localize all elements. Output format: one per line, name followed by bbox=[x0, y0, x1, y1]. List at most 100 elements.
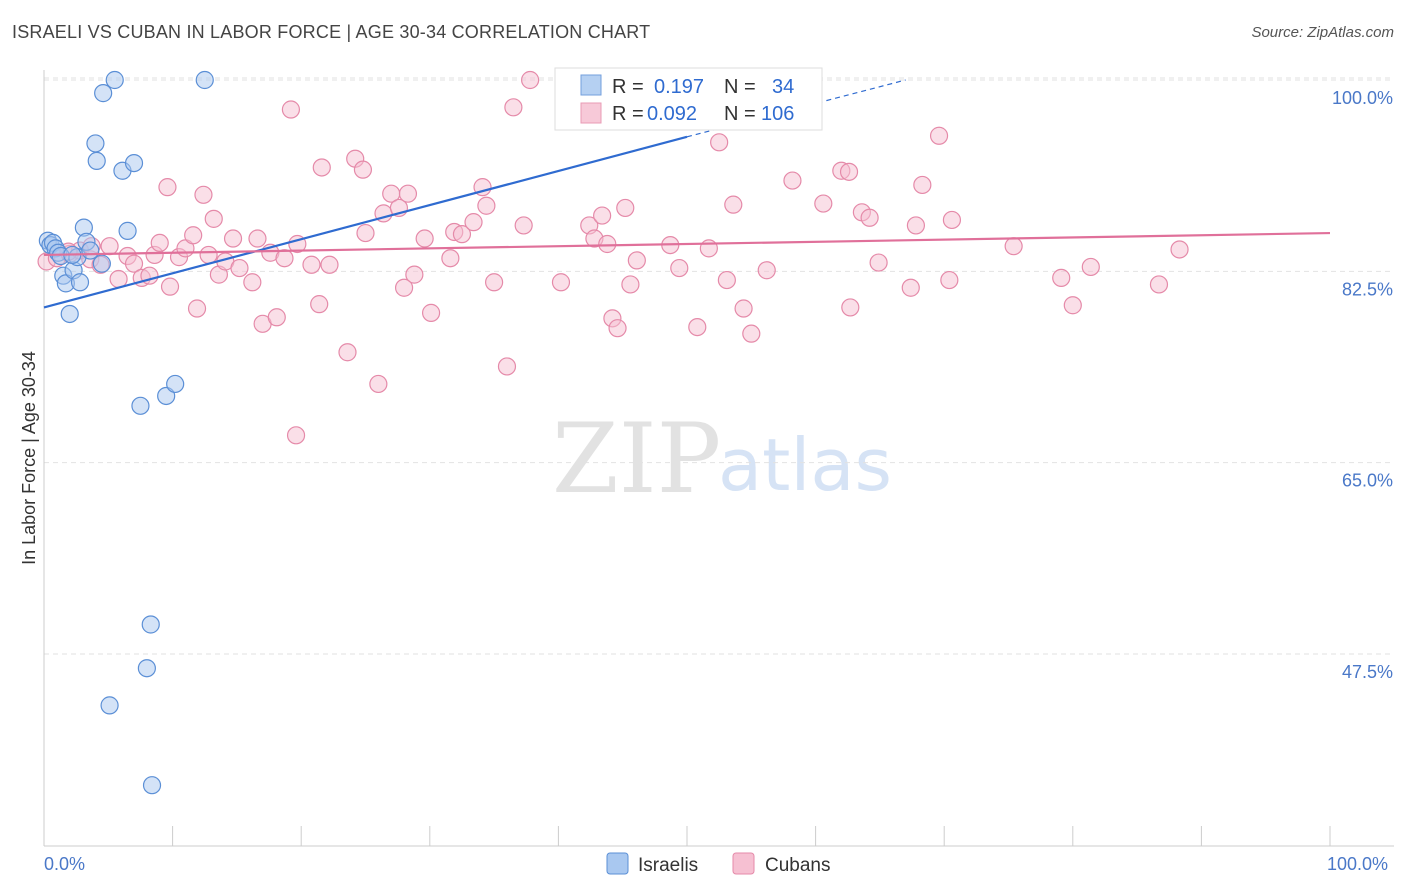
cuban-point bbox=[608, 319, 627, 338]
israeli-point bbox=[142, 776, 162, 795]
cuban-point bbox=[223, 229, 243, 248]
legend-swatch-cuban bbox=[580, 102, 602, 124]
cuban-point bbox=[616, 198, 635, 218]
cuban-point bbox=[710, 133, 729, 152]
series-israelis bbox=[38, 70, 645, 795]
cuban-point bbox=[1063, 296, 1082, 315]
cuban-point bbox=[1170, 240, 1189, 259]
chart-title: ISRAELI VS CUBAN IN LABOR FORCE | AGE 30… bbox=[12, 22, 651, 42]
legend-swatch-israeli bbox=[580, 74, 602, 96]
israeli-point bbox=[70, 273, 90, 292]
israeli-point bbox=[87, 151, 106, 171]
x-tick-label-min: 0.0% bbox=[44, 854, 85, 874]
cuban-point bbox=[869, 253, 888, 272]
cuban-point bbox=[204, 209, 223, 228]
cuban-point bbox=[783, 171, 802, 190]
cuban-point bbox=[521, 70, 540, 90]
trend-line-israeli bbox=[43, 135, 688, 309]
israeli-point bbox=[137, 659, 156, 678]
cuban-point bbox=[814, 194, 833, 213]
cuban-point bbox=[734, 299, 753, 318]
legend-israeli-r-label: R = bbox=[612, 76, 644, 98]
cuban-point bbox=[275, 249, 294, 268]
watermark: ZIP atlas bbox=[552, 403, 892, 515]
israeli-point bbox=[124, 153, 144, 173]
legend-cuban-r-label: R = bbox=[612, 103, 644, 125]
cuban-point bbox=[913, 175, 932, 195]
watermark-zip: ZIP bbox=[552, 403, 721, 515]
cuban-point bbox=[194, 185, 213, 204]
series-legend: Israelis Cubans bbox=[606, 852, 831, 876]
cuban-point bbox=[621, 275, 640, 294]
cuban-point bbox=[942, 210, 962, 230]
cuban-point bbox=[699, 239, 718, 258]
cuban-point bbox=[551, 273, 571, 292]
israeli-point bbox=[100, 696, 119, 715]
cuban-point bbox=[356, 223, 375, 243]
bottom-legend-swatch-israeli bbox=[606, 852, 629, 875]
y-axis-title: In Labor Force | Age 30-34 bbox=[19, 351, 39, 565]
watermark-atlas: atlas bbox=[718, 423, 892, 507]
cuban-point bbox=[901, 278, 920, 297]
israeli-point bbox=[131, 396, 150, 415]
cuban-point bbox=[267, 308, 286, 327]
israeli-point bbox=[166, 374, 185, 394]
cuban-point bbox=[338, 343, 357, 362]
cuban-point bbox=[940, 270, 959, 290]
israeli-point bbox=[94, 84, 113, 103]
x-ticks bbox=[43, 826, 1331, 846]
bottom-legend-swatch-cuban bbox=[732, 852, 755, 875]
x-tick-label-max: 100.0% bbox=[1327, 854, 1388, 874]
cuban-point bbox=[124, 254, 144, 273]
legend-cuban-n-label: N = bbox=[724, 103, 756, 125]
cuban-point bbox=[906, 216, 926, 235]
y-tick-labels: 47.5% 65.0% 82.5% 100.0% bbox=[1332, 88, 1393, 682]
israeli-point bbox=[60, 304, 79, 324]
cuban-point bbox=[593, 206, 612, 225]
cuban-point bbox=[1081, 257, 1100, 277]
cuban-point bbox=[398, 184, 418, 203]
cuban-point bbox=[1052, 268, 1071, 287]
cuban-point bbox=[415, 229, 434, 248]
cuban-point bbox=[302, 255, 321, 274]
trend-line-cuban bbox=[43, 231, 1331, 257]
cuban-point bbox=[369, 374, 388, 394]
cuban-point bbox=[1004, 237, 1023, 256]
cuban-point bbox=[688, 317, 707, 337]
cuban-point bbox=[452, 225, 472, 244]
cuban-point bbox=[281, 100, 301, 119]
cuban-point bbox=[670, 258, 689, 278]
israeli-point bbox=[157, 386, 176, 406]
cuban-point bbox=[598, 234, 617, 254]
israeli-point bbox=[92, 254, 111, 273]
bottom-legend-label-cuban: Cubans bbox=[765, 855, 831, 876]
legend-israeli-n-label: N = bbox=[724, 76, 756, 98]
cuban-point bbox=[312, 158, 331, 177]
israeli-point bbox=[86, 134, 105, 153]
cuban-point bbox=[248, 229, 267, 248]
cuban-point bbox=[353, 160, 373, 179]
cuban-point bbox=[504, 98, 523, 117]
cuban-point bbox=[243, 273, 262, 292]
israeli-point bbox=[141, 615, 160, 634]
y-tick-label: 65.0% bbox=[1342, 471, 1393, 491]
cuban-point bbox=[1149, 275, 1169, 294]
cuban-point bbox=[160, 277, 180, 296]
cuban-point bbox=[421, 303, 441, 322]
cuban-point bbox=[464, 213, 483, 232]
cuban-point bbox=[286, 426, 306, 445]
cuban-point bbox=[310, 295, 329, 314]
legend-israeli-n-value: 34 bbox=[772, 76, 794, 98]
legend-cuban-n-value: 106 bbox=[761, 103, 794, 125]
cuban-point bbox=[100, 237, 119, 256]
cuban-point bbox=[860, 208, 879, 227]
cuban-point bbox=[724, 195, 743, 214]
cuban-point bbox=[742, 324, 761, 343]
cuban-point bbox=[187, 299, 207, 318]
cuban-point bbox=[514, 216, 533, 235]
y-tick-label: 82.5% bbox=[1342, 279, 1393, 299]
cuban-point bbox=[320, 255, 339, 274]
cuban-point bbox=[839, 162, 859, 181]
cuban-point bbox=[441, 249, 460, 268]
y-tick-label: 100.0% bbox=[1332, 88, 1393, 108]
